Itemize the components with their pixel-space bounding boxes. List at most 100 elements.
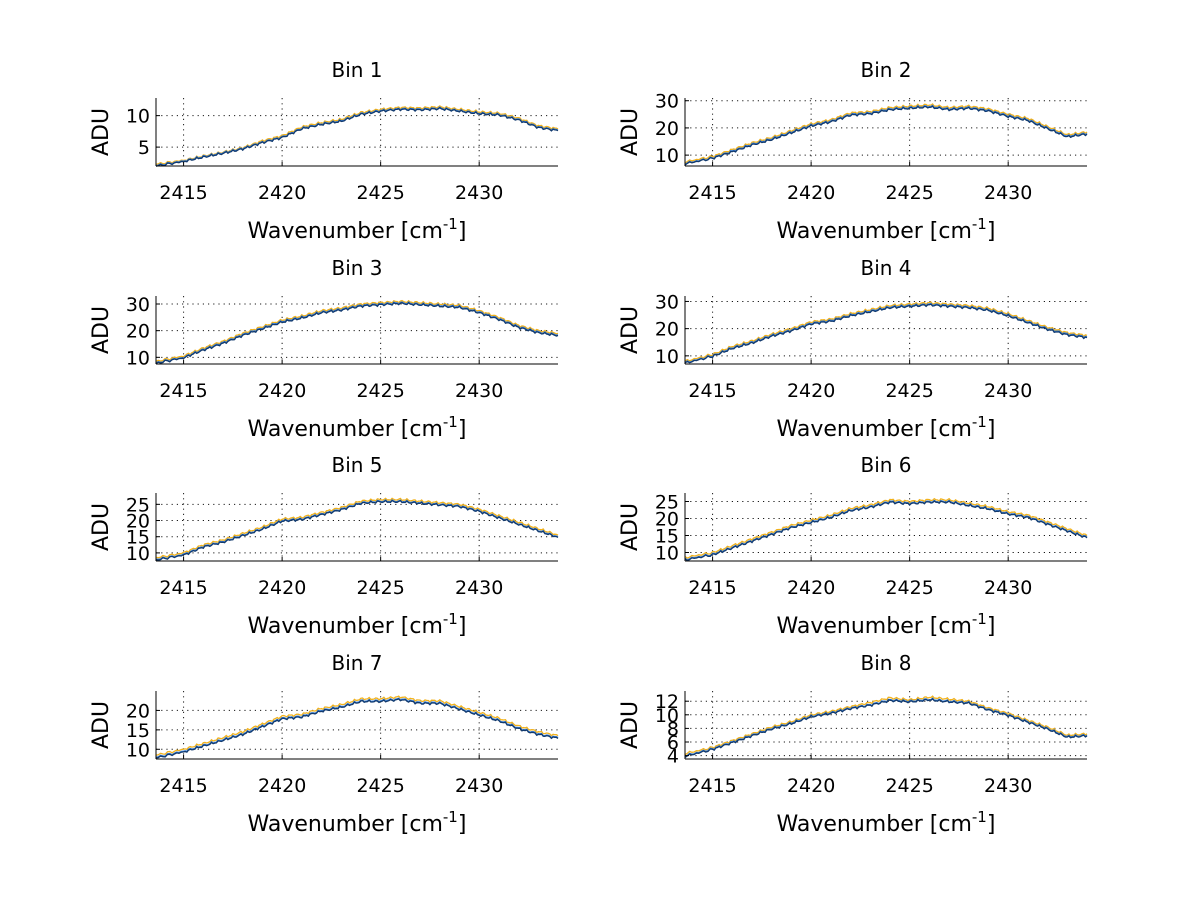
subplot-title: Bin 1 bbox=[331, 58, 382, 82]
x-axis-label-end: ] bbox=[987, 614, 996, 639]
y-tick-label: 30 bbox=[655, 91, 679, 113]
x-tick-label: 2420 bbox=[258, 182, 306, 204]
x-tick-label: 2425 bbox=[885, 577, 933, 599]
x-tick-label: 2430 bbox=[455, 775, 503, 797]
x-axis-label-main: Wavenumber [cm bbox=[777, 614, 972, 639]
y-tick-label: 10 bbox=[655, 145, 679, 167]
x-axis-label-sup: -1 bbox=[443, 413, 458, 431]
x-tick-label: 2425 bbox=[885, 775, 933, 797]
y-tick-label: 10 bbox=[655, 705, 679, 727]
x-tick-label: 2415 bbox=[688, 577, 736, 599]
x-tick-label: 2420 bbox=[787, 577, 835, 599]
x-axis-label-sup: -1 bbox=[443, 808, 458, 826]
x-axis-label-end: ] bbox=[458, 417, 467, 442]
x-tick-label: 2415 bbox=[688, 380, 736, 402]
x-tick-label: 2420 bbox=[258, 775, 306, 797]
y-axis-label: ADU bbox=[618, 306, 643, 354]
y-tick-label: 20 bbox=[655, 319, 679, 341]
x-tick-label: 2425 bbox=[885, 182, 933, 204]
y-tick-label: 15 bbox=[126, 720, 150, 742]
x-axis-label-sup: -1 bbox=[972, 413, 987, 431]
x-axis-label-main: Wavenumber [cm bbox=[248, 219, 443, 244]
series-line-3 bbox=[684, 500, 1088, 562]
x-tick-label: 2425 bbox=[356, 380, 404, 402]
series-line-2 bbox=[155, 301, 559, 364]
y-tick-label: 8 bbox=[667, 718, 679, 740]
x-tick-label: 2430 bbox=[984, 182, 1032, 204]
x-axis-label-sup: -1 bbox=[443, 215, 458, 233]
x-tick-label: 2420 bbox=[258, 380, 306, 402]
x-axis-label-main: Wavenumber [cm bbox=[777, 417, 972, 442]
y-tick-label: 10 bbox=[126, 739, 150, 761]
x-tick-label: 2420 bbox=[787, 775, 835, 797]
x-tick-label: 2430 bbox=[984, 380, 1032, 402]
x-axis-label-end: ] bbox=[987, 219, 996, 244]
x-axis-label-end: ] bbox=[987, 417, 996, 442]
x-axis-label-end: ] bbox=[458, 812, 467, 837]
x-tick-label: 2415 bbox=[688, 182, 736, 204]
y-axis-label: ADU bbox=[618, 701, 643, 749]
x-tick-label: 2430 bbox=[984, 577, 1032, 599]
y-tick-label: 30 bbox=[655, 291, 679, 313]
x-axis-label-main: Wavenumber [cm bbox=[248, 812, 443, 837]
series-line-1 bbox=[155, 695, 559, 756]
series-line-3 bbox=[684, 303, 1088, 364]
y-tick-label: 25 bbox=[126, 494, 150, 516]
y-axis-label: ADU bbox=[89, 701, 114, 749]
series-line-2 bbox=[684, 499, 1088, 561]
x-axis-label-end: ] bbox=[458, 614, 467, 639]
y-tick-label: 20 bbox=[126, 700, 150, 722]
y-tick-label: 20 bbox=[126, 321, 150, 343]
x-tick-label: 2415 bbox=[159, 775, 207, 797]
series-line-2 bbox=[684, 697, 1088, 758]
x-axis-label: Wavenumber [cm-1] bbox=[777, 215, 996, 244]
y-tick-label: 10 bbox=[126, 347, 150, 369]
x-tick-label: 2415 bbox=[159, 577, 207, 599]
x-axis-label-sup: -1 bbox=[972, 610, 987, 628]
y-tick-label: 20 bbox=[126, 511, 150, 533]
series-line-2 bbox=[684, 104, 1088, 166]
y-axis-label: ADU bbox=[618, 503, 643, 551]
x-axis-label: Wavenumber [cm-1] bbox=[248, 808, 467, 837]
series-line-1 bbox=[684, 695, 1088, 756]
x-tick-label: 2430 bbox=[455, 380, 503, 402]
x-tick-label: 2425 bbox=[356, 775, 404, 797]
y-tick-label: 30 bbox=[126, 294, 150, 316]
subplot-title: Bin 5 bbox=[331, 453, 382, 477]
subplot-2: 2415 2420 2425 2430 10 20 30 Bin 2 Wavenumber [c… bbox=[618, 58, 1088, 244]
x-tick-label: 2415 bbox=[159, 380, 207, 402]
x-axis-label-sup: -1 bbox=[443, 610, 458, 628]
x-axis-label: Wavenumber [cm-1] bbox=[777, 808, 996, 837]
y-tick-label: 25 bbox=[655, 492, 679, 514]
series-line-3 bbox=[155, 499, 559, 561]
series-line-1 bbox=[684, 497, 1088, 559]
x-axis-label-end: ] bbox=[987, 812, 996, 837]
subplot-title: Bin 2 bbox=[860, 58, 911, 82]
x-tick-label: 2425 bbox=[356, 182, 404, 204]
x-tick-label: 2425 bbox=[885, 380, 933, 402]
x-tick-label: 2420 bbox=[258, 577, 306, 599]
subplot-4: 2415 2420 2425 2430 10 20 30 Bin 4 Wavenumber [c… bbox=[618, 256, 1088, 442]
subplot-3: 2415 2420 2425 2430 10 20 30 Bin 3 Wavenumber [c… bbox=[89, 256, 559, 442]
x-tick-label: 2415 bbox=[688, 775, 736, 797]
y-axis-label: ADU bbox=[618, 108, 643, 156]
y-tick-label: 10 bbox=[126, 106, 150, 128]
y-tick-label: 4 bbox=[667, 746, 679, 768]
x-axis-label-main: Wavenumber [cm bbox=[777, 812, 972, 837]
y-axis-label: ADU bbox=[89, 503, 114, 551]
y-tick-label: 10 bbox=[126, 543, 150, 565]
y-tick-label: 20 bbox=[655, 118, 679, 140]
x-tick-label: 2425 bbox=[356, 577, 404, 599]
x-axis-label: Wavenumber [cm-1] bbox=[248, 215, 467, 244]
subplot-title: Bin 3 bbox=[331, 256, 382, 280]
x-tick-label: 2420 bbox=[787, 380, 835, 402]
series-line-2 bbox=[684, 302, 1088, 363]
x-tick-label: 2430 bbox=[984, 775, 1032, 797]
y-tick-label: 12 bbox=[655, 691, 679, 713]
x-axis-label-main: Wavenumber [cm bbox=[777, 219, 972, 244]
subplot-title: Bin 8 bbox=[860, 651, 911, 675]
subplot-title: Bin 7 bbox=[331, 651, 382, 675]
